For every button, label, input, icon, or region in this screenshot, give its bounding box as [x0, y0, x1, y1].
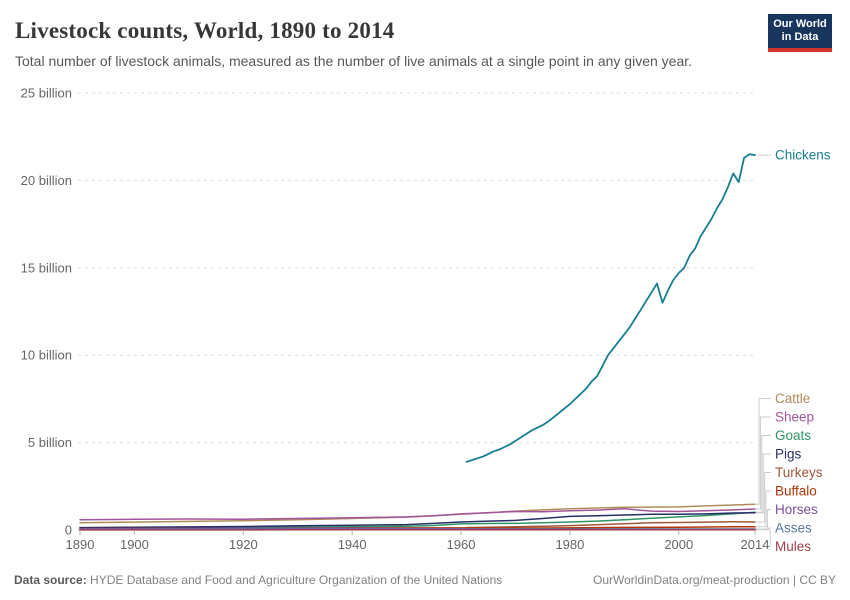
y-tick-label: 20 billion	[21, 173, 72, 188]
chart-footer: Data source: HYDE Database and Food and …	[14, 573, 836, 587]
logo-red-bar	[768, 48, 832, 52]
legend-connector	[756, 529, 771, 547]
x-tick-label: 1890	[66, 537, 95, 552]
x-tick-label: 1940	[338, 537, 367, 552]
legend-label-sheep[interactable]: Sheep	[775, 410, 814, 425]
footer-source-label: Data source:	[14, 573, 87, 587]
logo-line1: Our World	[773, 18, 827, 31]
legend-label-horses[interactable]: Horses	[775, 502, 818, 517]
footer-source: Data source: HYDE Database and Food and …	[14, 573, 522, 587]
page-title: Livestock counts, World, 1890 to 2014	[15, 18, 395, 43]
series-line-pigs[interactable]	[79, 511, 756, 529]
x-tick-label: 1900	[120, 537, 149, 552]
legend-label-cattle[interactable]: Cattle	[775, 391, 810, 406]
logo-line2: in Data	[781, 31, 819, 43]
legend-label-turkeys[interactable]: Turkeys	[775, 465, 823, 480]
series-line-chickens[interactable]	[465, 153, 756, 463]
owid-logo[interactable]: Our World in Data	[768, 14, 832, 52]
y-tick-label: 0	[65, 523, 72, 538]
y-tick-label: 15 billion	[21, 260, 72, 275]
y-tick-label: 25 billion	[21, 86, 72, 101]
legend-label-buffalo[interactable]: Buffalo	[775, 484, 817, 499]
x-tick-label: 1980	[555, 537, 584, 552]
legend-connector	[756, 472, 771, 523]
legend-connector	[756, 416, 771, 510]
series-line-cattle[interactable]	[79, 503, 756, 524]
legend-label-mules[interactable]: Mules	[775, 539, 811, 554]
footer-link[interactable]: OurWorldinData.org/meat-production | CC …	[593, 573, 836, 587]
x-tick-label: 2014	[741, 537, 770, 552]
series-line-turkeys[interactable]	[465, 521, 756, 529]
series-line-sheep[interactable]	[79, 508, 756, 521]
y-tick-label: 5 billion	[28, 435, 72, 450]
legend-label-goats[interactable]: Goats	[775, 428, 811, 443]
chart-subtitle: Total number of livestock animals, measu…	[15, 53, 693, 69]
x-tick-label: 1920	[229, 537, 258, 552]
legend-connector	[756, 527, 771, 530]
legend-label-asses[interactable]: Asses	[775, 521, 812, 536]
footer-source-text: HYDE Database and Food and Agriculture O…	[86, 573, 503, 587]
legend-connector	[756, 453, 771, 514]
y-tick-label: 10 billion	[21, 348, 72, 363]
x-tick-label: 2000	[664, 537, 693, 552]
x-tick-label: 1960	[447, 537, 476, 552]
legend-connector	[756, 490, 771, 528]
series-line-goats[interactable]	[79, 511, 756, 529]
legend-label-pigs[interactable]: Pigs	[775, 447, 802, 462]
chart-header: Livestock counts, World, 1890 to 2014 To…	[15, 10, 835, 69]
legend-label-chickens[interactable]: Chickens	[775, 148, 831, 163]
legend-connector	[756, 398, 771, 505]
